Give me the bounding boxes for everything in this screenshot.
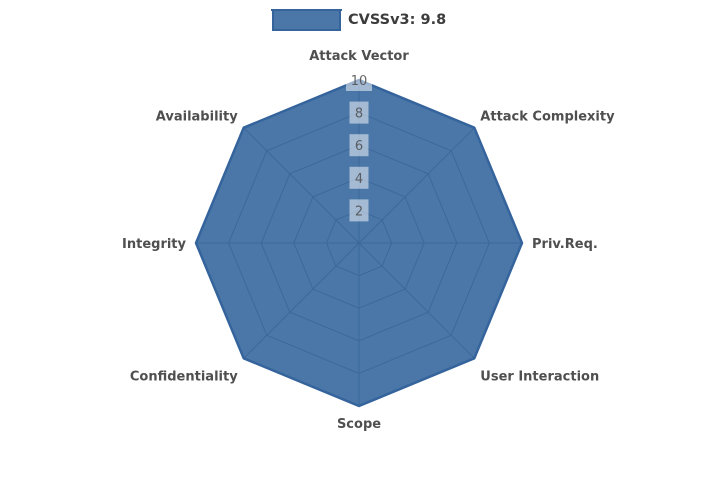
tick-box [349,199,369,222]
tick-box [349,101,369,124]
axis-label-attack-complexity: Attack Complexity [480,110,615,125]
axis-label-priv-req: Priv.Req. [532,237,598,252]
legend-label: CVSSv3: 9.8 [348,12,447,28]
data-polygon [194,78,524,408]
axis-label-availability: Availability [156,110,238,125]
legend-swatch [271,9,342,31]
axis-label-integrity: Integrity [122,237,187,252]
tick-box [349,134,369,157]
radial-tick-label: 6 [355,139,363,154]
tick-box [349,166,369,189]
tick-box [346,69,372,91]
legend-line-sample [271,9,342,11]
radial-tick-label: 2 [355,204,363,219]
radial-tick-label: 4 [355,172,363,187]
axis-label-scope: Scope [337,417,381,432]
radial-tick-label: 8 [355,107,363,122]
radial-tick-label: 10 [351,74,368,89]
legend: CVSSv3: 9.8 [271,9,447,31]
axis-label-user-interaction: User Interaction [480,369,599,384]
axis-label-attack-vector: Attack Vector [309,49,409,64]
axis-label-confidentiality: Confidentiality [130,369,238,384]
